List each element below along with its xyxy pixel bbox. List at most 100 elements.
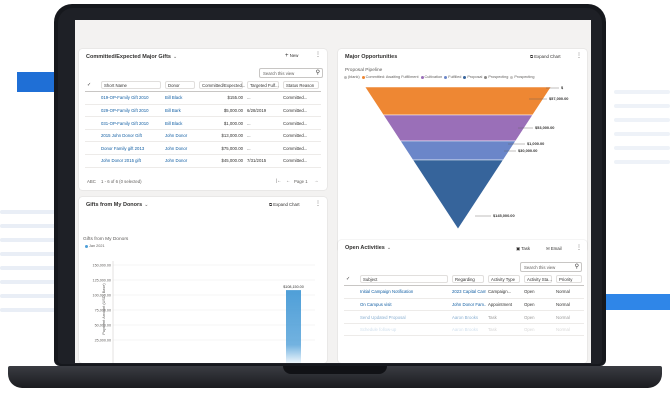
search-icon[interactable]: ⚲: [315, 70, 320, 76]
donor-link[interactable]: John Donor: [163, 129, 197, 143]
table-row[interactable]: 2015 John Donor Gift John Donor $13,000.00…: [85, 129, 321, 143]
column-header[interactable]: Status Reason: [281, 79, 321, 93]
first-page-icon[interactable]: |←: [276, 178, 282, 183]
legend-item: Prospecting: [488, 75, 509, 79]
legend-item: Cultivation: [424, 75, 443, 79]
email-icon: ✉: [546, 246, 550, 251]
table-row[interactable]: Send Updated Proposal Aaron Brooks Task Ope…: [344, 310, 584, 324]
column-header[interactable]: Targeted Fulf...: [245, 79, 281, 93]
donor-link[interactable]: Bill Black: [163, 116, 197, 130]
gift-name-link[interactable]: John Donor 2015 gift: [99, 154, 163, 168]
activities-card-title[interactable]: Open Activities ⌄: [345, 245, 392, 251]
more-options-icon[interactable]: ⋮: [315, 201, 321, 207]
more-options-icon[interactable]: ⋮: [576, 53, 582, 59]
regarding-link[interactable]: Aaron Brooks: [450, 310, 486, 324]
legend-swatch: [361, 75, 365, 79]
background-accent-bar-right: [604, 294, 670, 310]
table-row[interactable]: Schedule follow-up Aaron Brooks Task Open No…: [344, 323, 584, 337]
funnel-data-label: $53,000.00: [535, 125, 554, 130]
table-row[interactable]: Initial Campaign Notification 2023 Capita…: [344, 285, 584, 299]
page-indicator: Page 1: [294, 179, 308, 184]
donor-gifts-card: Gifts from My Donors ⌄ ⧉ Expand Chart ⋮ G…: [79, 197, 327, 363]
chevron-down-icon[interactable]: ⌄: [144, 202, 149, 208]
regarding-link[interactable]: Aaron Brooks: [450, 323, 486, 337]
y-tick-label: 50,000.00: [95, 323, 111, 327]
funnel-segment[interactable]: [382, 114, 534, 142]
gift-name-link[interactable]: 2015 John Donor Gift: [99, 129, 163, 143]
legend-item: Fulfilled: [448, 75, 462, 79]
column-header[interactable]: Subject: [358, 273, 450, 287]
bar-chart: 150,000.00 125,000.00 100,000.00 75,000.00 5…: [93, 261, 315, 363]
column-header[interactable]: Short Name: [99, 79, 163, 93]
donor-link[interactable]: John Donor: [163, 141, 197, 156]
chevron-down-icon[interactable]: ⌄: [386, 245, 392, 251]
search-input[interactable]: Search this view ⚲: [259, 68, 323, 78]
column-header[interactable]: Regarding: [450, 273, 486, 287]
next-page-icon[interactable]: →: [314, 178, 319, 183]
column-header[interactable]: Priority: [554, 273, 584, 287]
table-row[interactable]: On Campus visit John Donor Fam... Appointm…: [344, 298, 584, 312]
table-row[interactable]: 031-OP-Family Gift 2010 Bill Black $1,000.…: [85, 116, 321, 130]
table-row[interactable]: John Donor 2015 gift John Donor $45,000.00…: [85, 154, 321, 168]
more-options-icon[interactable]: ⋮: [576, 245, 582, 251]
expand-chart-button[interactable]: ⧉ Expand Chart: [530, 54, 561, 59]
select-all-checkbox[interactable]: ✓: [346, 276, 351, 283]
table-row[interactable]: 029-OP-Family Gift 2010 Bill Bark $5,000.0…: [85, 104, 321, 118]
legend-swatch: [510, 75, 514, 79]
regarding-link[interactable]: John Donor Fam...: [450, 298, 486, 312]
gift-name-link[interactable]: 029-OP-Family Gift 2010: [99, 104, 163, 118]
task-icon: ▣: [516, 246, 521, 251]
chart-title: Gifts from My Donors: [83, 237, 129, 242]
chevron-down-icon[interactable]: ⌄: [172, 54, 178, 60]
expand-chart-button[interactable]: ⧉ Expand Chart: [269, 202, 300, 207]
legend-swatch: [484, 75, 488, 79]
gifts-table: ✓ Short Name Donor Committed/Expected...…: [85, 79, 321, 168]
search-input[interactable]: Search this view ⚲: [520, 262, 582, 272]
column-header[interactable]: Activity Type: [486, 273, 522, 287]
legend-item: (blank): [348, 75, 360, 79]
more-options-icon[interactable]: ⋮: [315, 52, 321, 58]
donor-gifts-card-title[interactable]: Gifts from My Donors ⌄: [86, 202, 149, 208]
new-button[interactable]: + New: [285, 53, 299, 59]
opportunities-card: Major Opportunities ⧉ Expand Chart ⋮ Pro…: [338, 49, 587, 252]
alphabet-filter[interactable]: ABC: [87, 179, 96, 184]
gifts-card: Committed/Expected Major Gifts ⌄ + New ⋮ …: [79, 49, 327, 190]
gifts-card-title[interactable]: Committed/Expected Major Gifts ⌄: [86, 54, 178, 60]
column-header[interactable]: Committed/Expected...: [197, 79, 245, 93]
activity-subject-link[interactable]: Schedule follow-up: [358, 323, 450, 337]
background-accent-bar-left: [17, 72, 65, 92]
select-all-checkbox[interactable]: ✓: [87, 82, 92, 89]
gift-name-link[interactable]: 031-OP-Family Gift 2010: [99, 116, 163, 130]
table-header-row: ✓ Short Name Donor Committed/Expected...…: [85, 79, 321, 93]
y-tick-label: 75,000.00: [95, 308, 111, 312]
activity-subject-link[interactable]: Send Updated Proposal: [358, 310, 450, 324]
legend-item: Prospecting: [514, 75, 535, 79]
legend-item: Jan 2021: [89, 244, 105, 248]
funnel-data-label: $: [561, 85, 564, 90]
new-task-button[interactable]: ▣ Task: [516, 246, 531, 251]
bar-data-label: $108,150.00: [283, 285, 304, 289]
donor-link[interactable]: Bill Bark: [163, 104, 197, 118]
table-row[interactable]: Donor Family gift 2013 John Donor $75,000.…: [85, 141, 321, 156]
column-header[interactable]: Activity Sta...: [522, 273, 554, 287]
new-email-button[interactable]: ✉ Email: [546, 246, 562, 251]
gift-name-link[interactable]: Donor Family gift 2013: [99, 141, 163, 156]
activity-subject-link[interactable]: Initial Campaign Notification: [358, 285, 450, 299]
search-icon[interactable]: ⚲: [574, 264, 579, 270]
gift-name-link[interactable]: 019-OP-Family Gift 2010: [99, 91, 163, 105]
funnel-segment[interactable]: [412, 159, 504, 230]
table-row[interactable]: 019-OP-Family Gift 2010 Bill Black $155.00…: [85, 91, 321, 105]
activities-table: ✓ Subject Regarding Activity Type Activi…: [344, 273, 584, 337]
regarding-link[interactable]: 2023 Capital Cam...: [450, 285, 486, 299]
legend-item: Committed: Awaiting Fulfillment: [365, 75, 419, 79]
funnel-segment[interactable]: [364, 86, 552, 116]
donor-link[interactable]: John Donor: [163, 154, 197, 168]
background-decoration-lines: [0, 210, 60, 330]
prev-page-icon[interactable]: ←: [286, 178, 291, 183]
y-tick-label: 125,000.00: [93, 278, 111, 282]
bar[interactable]: [286, 290, 301, 363]
funnel-segment[interactable]: [399, 140, 517, 161]
donor-link[interactable]: Bill Black: [163, 91, 197, 105]
column-header[interactable]: Donor: [163, 79, 197, 93]
activity-subject-link[interactable]: On Campus visit: [358, 298, 450, 312]
